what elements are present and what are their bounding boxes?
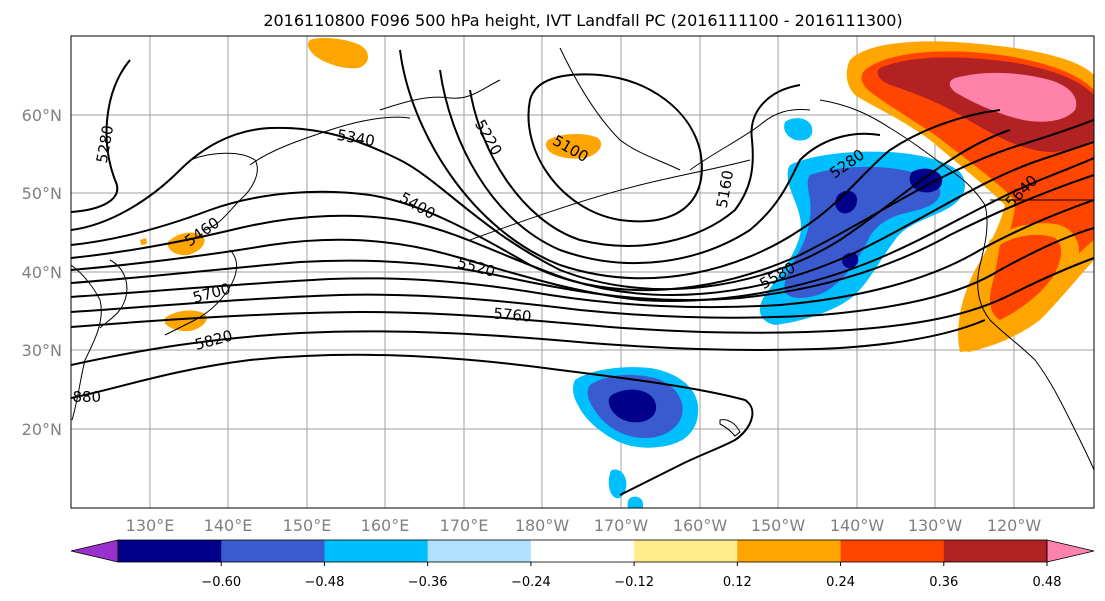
colorbar-segment [943,540,1048,562]
shade-goa-lightblue-small [784,118,813,141]
longitude-label: 180°W [515,516,570,535]
shade-goa-darkblue-a [835,190,858,214]
latitude-label: 40°N [22,263,62,282]
coastlines [71,47,1094,471]
ivt-shading [140,37,1094,508]
longitude-label: 130°E [126,516,175,535]
latitude-label: 20°N [22,420,62,439]
colorbar-segment [221,540,325,562]
colorbar-tick-label: −0.48 [305,575,345,590]
contour-5580 [71,174,1094,302]
longitude-label: 150°W [751,516,806,535]
height-contours [71,49,1094,496]
shade-bering-orange [545,134,602,159]
shade-japan-orange-b [165,310,207,332]
coast-aleutians [469,159,751,241]
colorbar-frame [117,539,1048,563]
longitude-label: 140°E [204,516,253,535]
shade-nw-pink [949,72,1077,122]
colorbar-segment [530,540,635,562]
colorbar-segment [324,540,429,562]
latitude-labels: 60°N 50°N 40°N 30°N 20°N [22,106,62,439]
longitude-label: 140°W [830,516,885,535]
colorbar-segment [737,540,842,562]
contour-5340 [71,126,1011,291]
contour-5460 [71,141,1094,296]
contour-5280-w [71,59,131,213]
contour-5880 [71,353,754,496]
shade-sub-lightblue-tail-2 [627,496,643,508]
map-panel: 5280 5340 5220 5100 5160 5280 5400 5460 … [63,35,1095,509]
contour-5820 [71,319,986,366]
colorbar-segment [427,540,532,562]
coast-us-west [977,204,1094,471]
coast-bc [819,99,986,206]
coast-siberia [379,79,501,111]
colorbar-tick-label: −0.24 [511,575,551,590]
map-frame [70,35,1095,509]
colorbar-ticks: −0.60 −0.48 −0.36 −0.24 −0.12 0.12 0.24 0.36 0.4… [201,562,1062,590]
contour-label: 5760 [493,304,533,325]
shade-goa-darkblue-b [909,168,943,193]
colorbar-tick-label: 0.24 [826,575,855,590]
contour-label: 5880 [63,388,101,406]
coast-china [71,264,102,421]
shade-sub-darkblue [608,389,657,423]
colorbar-tick-label: −0.60 [201,575,241,590]
colorbar-extend-min [70,539,119,563]
latitude-label: 50°N [22,184,62,203]
coast-kamchatka [189,152,258,231]
contour-5100-low [527,73,703,223]
colorbar-tick-label: −0.12 [614,575,654,590]
longitude-label: 120°W [987,516,1042,535]
coast-alaska-west [559,47,681,171]
coast-okhotsk [249,116,411,166]
colorbar-tick-label: 0.12 [723,575,752,590]
contour-5280-e [399,49,1001,280]
colorbar-segment [840,540,945,562]
plot-title: 2016110800 F096 500 hPa height, IVT Land… [263,11,902,30]
longitude-label: 160°E [361,516,410,535]
coast-alaska-peninsula [689,109,811,171]
colorbar-tick-label: 0.36 [929,575,958,590]
coast-korea [99,259,128,329]
contour-5640 [71,199,1094,309]
colorbar [70,539,1095,563]
longitude-label: 130°W [908,516,963,535]
colorbar-tick-label: −0.36 [408,575,448,590]
shade-sub-lightblue-tail [608,469,627,499]
longitude-label: 160°W [673,516,728,535]
longitude-label: 170°W [594,516,649,535]
contour-5700 [71,227,1094,319]
latitude-label: 60°N [22,106,62,125]
latitude-label: 30°N [22,341,62,360]
colorbar-segment [118,540,222,562]
longitude-label: 150°E [283,516,332,535]
contour-5160 [469,84,801,247]
contour-5220 [439,69,881,265]
shade-west-coast-redorange [990,234,1062,320]
longitude-label: 170°E [440,516,489,535]
colorbar-segment [634,540,738,562]
shade-siberia-orange [307,37,369,69]
longitude-labels: 130°E 140°E 150°E 160°E 170°E 180°W 170°W 160°W… [126,516,1042,535]
contour-5760 [71,257,1094,334]
coast-hawaii [719,419,741,437]
shade-japan-orange-c [140,238,147,245]
colorbar-extend-max [1046,539,1095,563]
colorbar-tick-label: 0.48 [1033,575,1062,590]
